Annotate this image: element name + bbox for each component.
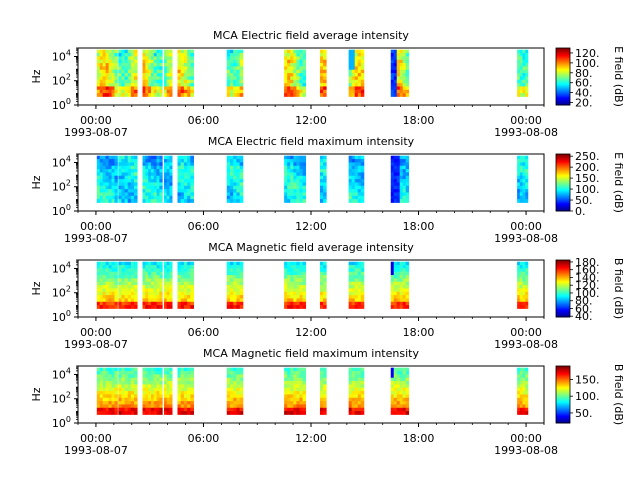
colorbar-tick-label: 100. <box>575 390 600 403</box>
heatmap-cells <box>96 49 529 97</box>
panel-title: MCA Electric field average intensity <box>213 29 409 42</box>
colorbar-tick-label: 40. <box>575 87 593 100</box>
x-tick-label: 00:00 <box>80 432 112 445</box>
colorbar-tick-label: 50. <box>575 407 593 420</box>
colorbar-tick-label: 120. <box>575 279 600 292</box>
panel-1: MCA Electric field average intensity 100 1… <box>30 29 625 139</box>
y-axis-label: Hz <box>30 281 43 295</box>
x-tick-label: 06:00 <box>188 220 220 233</box>
x-tick-label: 18:00 <box>403 114 435 127</box>
colorbar-tick-label: 150. <box>575 172 600 185</box>
x-tick-label: 18:00 <box>403 220 435 233</box>
colorbar-tick-label: 100. <box>575 287 600 300</box>
x-tick-label: 18:00 <box>403 326 435 339</box>
y-tick-label: 102 <box>52 73 71 88</box>
colorbar-label: B field (dB) <box>612 364 625 425</box>
panel-title: MCA Magnetic field maximum intensity <box>203 347 419 360</box>
y-axis-label: Hz <box>30 175 43 189</box>
x-tick-label: 06:00 <box>188 432 220 445</box>
x-tick-label: 12:00 <box>295 432 327 445</box>
panel-2: MCA Electric field maximum intensity 100 1… <box>30 135 625 245</box>
y-axis-label: Hz <box>30 387 43 401</box>
colorbar-tick-label: 160. <box>575 264 600 277</box>
colorbar-tick-label: 50. <box>575 194 593 207</box>
x-tick-label: 12:00 <box>295 114 327 127</box>
y-tick-label: 104 <box>52 154 71 169</box>
x-tick-label: 00:00 <box>80 114 112 127</box>
colorbar-tick-label: 180. <box>575 256 600 269</box>
panel-title: MCA Magnetic field average intensity <box>208 241 414 254</box>
x-tick-date: 1993-08-07 <box>64 444 128 457</box>
colorbar-label: E field (dB) <box>612 46 625 107</box>
colorbar-tick-label: 100. <box>575 183 600 196</box>
heatmap-cells <box>96 367 529 415</box>
x-tick-label: 12:00 <box>295 220 327 233</box>
colorbar-tick-label: 100. <box>575 57 600 70</box>
colorbar-tick-label: 140. <box>575 271 600 284</box>
panel-title: MCA Electric field maximum intensity <box>208 135 415 148</box>
x-tick-date: 1993-08-07 <box>64 126 128 139</box>
colorbar: 50. 100. 150. B field (dB) <box>555 364 625 425</box>
x-tick-label: 00:00 <box>80 220 112 233</box>
colorbar-tick-label: 80. <box>575 295 593 308</box>
colorbar-tick-label: 40. <box>575 310 593 323</box>
colorbar-tick-label: 80. <box>575 67 593 80</box>
colorbar-label: E field (dB) <box>612 152 625 213</box>
x-tick-date: 1993-08-07 <box>64 232 128 245</box>
panel-4: MCA Magnetic field maximum intensity 100 1… <box>30 347 625 457</box>
x-tick-label: 00:00 <box>510 114 542 127</box>
x-tick-date: 1993-08-08 <box>494 126 558 139</box>
x-tick-label: 00:00 <box>510 326 542 339</box>
y-tick-label: 102 <box>52 179 71 194</box>
x-tick-label: 18:00 <box>403 432 435 445</box>
colorbar-tick-label: 60. <box>575 77 593 90</box>
x-tick-date: 1993-08-08 <box>494 444 558 457</box>
x-tick-label: 06:00 <box>188 326 220 339</box>
y-tick-label: 100 <box>52 97 71 112</box>
x-tick-date: 1993-08-08 <box>494 232 558 245</box>
y-tick-label: 102 <box>52 391 71 406</box>
colorbar-tick-label: 0. <box>575 205 586 218</box>
y-tick-label: 102 <box>52 285 71 300</box>
colorbar-tick-label: 20. <box>575 97 593 110</box>
y-tick-label: 104 <box>52 260 71 275</box>
y-tick-label: 100 <box>52 203 71 218</box>
colorbar-tick-label: 200. <box>575 161 600 174</box>
x-tick-label: 00:00 <box>510 432 542 445</box>
y-tick-label: 100 <box>52 415 71 430</box>
y-axis-label: Hz <box>30 69 43 83</box>
x-tick-label: 12:00 <box>295 326 327 339</box>
colorbar-tick-label: 250. <box>575 150 600 163</box>
x-tick-label: 00:00 <box>80 326 112 339</box>
heatmap-cells <box>96 261 529 309</box>
colorbar: 0.50.100.150.200.250. E field (dB) <box>555 150 625 218</box>
heatmap-cells <box>96 155 529 203</box>
y-tick-label: 100 <box>52 309 71 324</box>
colorbar-tick-label: 120. <box>575 47 600 60</box>
x-tick-date: 1993-08-08 <box>494 338 558 351</box>
panel-3: MCA Magnetic field average intensity 100 1… <box>30 241 625 351</box>
y-tick-label: 104 <box>52 48 71 63</box>
colorbar: 20.40.60.80.100.120. E field (dB) <box>555 46 625 110</box>
x-tick-label: 00:00 <box>510 220 542 233</box>
colorbar-tick-label: 60. <box>575 302 593 315</box>
x-tick-label: 06:00 <box>188 114 220 127</box>
colorbar-tick-label: 150. <box>575 373 600 386</box>
y-tick-label: 104 <box>52 366 71 381</box>
x-tick-date: 1993-08-07 <box>64 338 128 351</box>
colorbar: 40.60.80.100.120.140.160.180. B field (dB… <box>555 256 625 323</box>
colorbar-label: B field (dB) <box>612 258 625 319</box>
